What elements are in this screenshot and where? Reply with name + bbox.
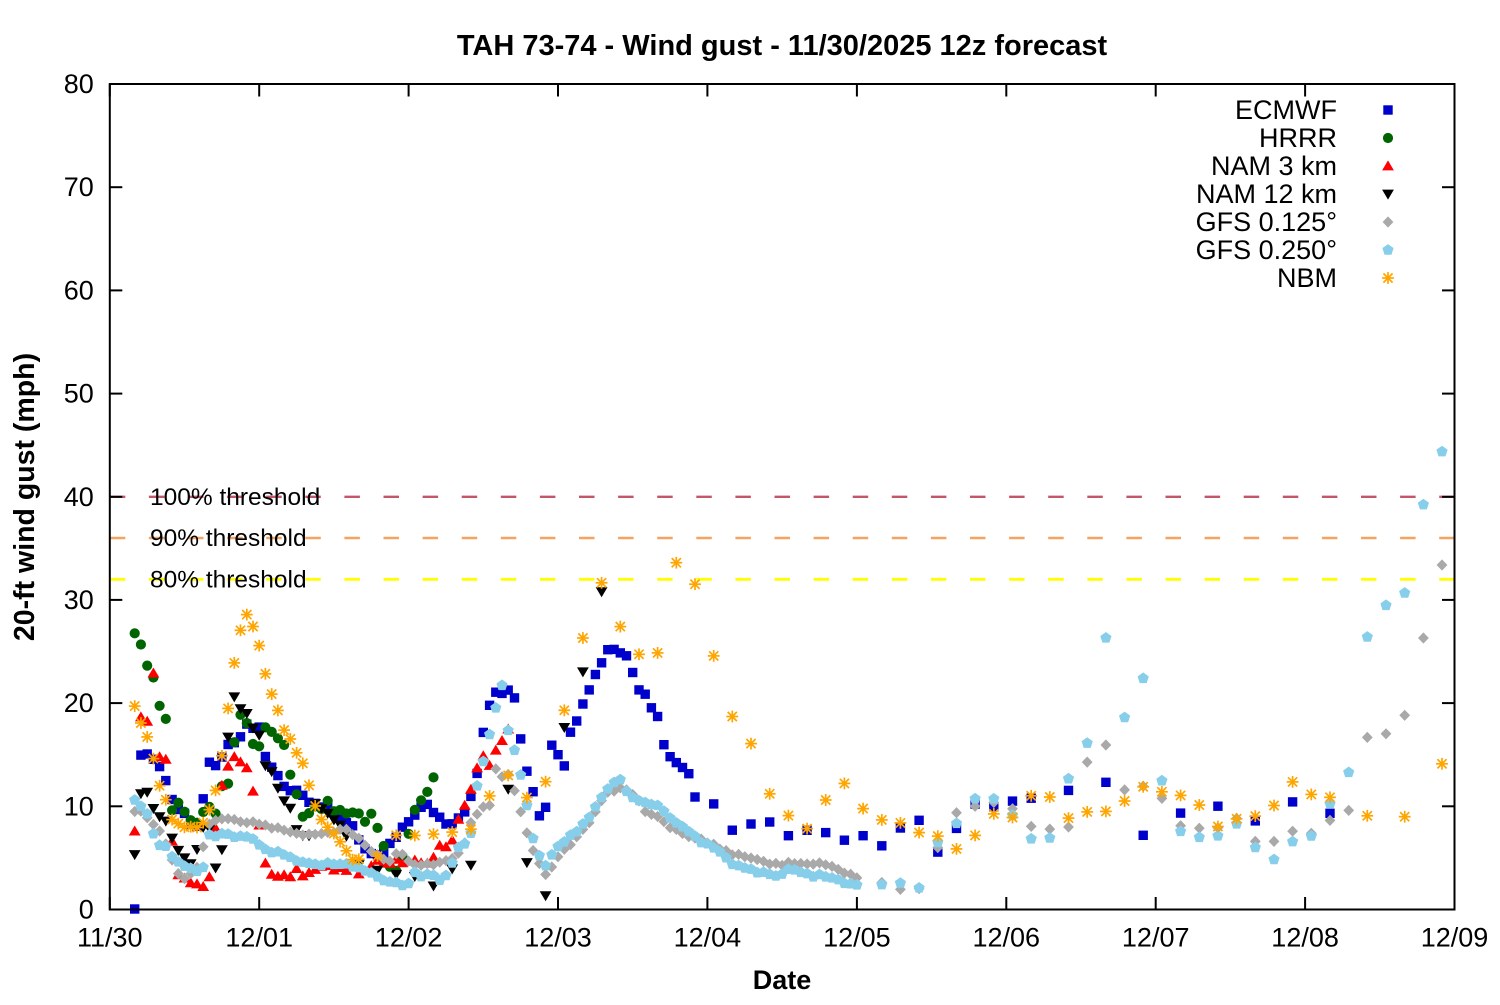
- svg-text:12/07: 12/07: [1122, 923, 1190, 953]
- svg-text:NAM 3 km: NAM 3 km: [1211, 151, 1337, 181]
- svg-text:Date: Date: [753, 965, 812, 995]
- svg-text:100% threshold: 100% threshold: [150, 484, 320, 511]
- svg-text:80: 80: [64, 69, 94, 99]
- svg-text:70: 70: [64, 172, 94, 202]
- svg-text:12/09: 12/09: [1421, 923, 1489, 953]
- svg-text:ECMWF: ECMWF: [1235, 95, 1337, 125]
- svg-text:80% threshold: 80% threshold: [150, 566, 307, 593]
- svg-text:12/03: 12/03: [524, 923, 592, 953]
- svg-text:60: 60: [64, 275, 94, 305]
- svg-text:20-ft wind gust (mph): 20-ft wind gust (mph): [9, 353, 41, 641]
- svg-text:40: 40: [64, 482, 94, 512]
- svg-text:90% threshold: 90% threshold: [150, 525, 307, 552]
- svg-text:TAH 73-74 - Wind gust - 11/30/: TAH 73-74 - Wind gust - 11/30/2025 12z f…: [457, 30, 1108, 62]
- svg-text:12/04: 12/04: [674, 923, 742, 953]
- svg-text:12/08: 12/08: [1271, 923, 1339, 953]
- svg-text:50: 50: [64, 379, 94, 409]
- svg-text:NBM: NBM: [1277, 263, 1337, 293]
- svg-text:GFS 0.250°: GFS 0.250°: [1196, 235, 1337, 265]
- svg-text:12/01: 12/01: [225, 923, 293, 953]
- svg-text:20: 20: [64, 688, 94, 718]
- svg-text:30: 30: [64, 585, 94, 615]
- svg-text:0: 0: [79, 895, 94, 925]
- svg-text:NAM 12 km: NAM 12 km: [1196, 179, 1337, 209]
- svg-text:11/30: 11/30: [77, 923, 143, 953]
- svg-text:12/06: 12/06: [973, 923, 1041, 953]
- svg-text:12/05: 12/05: [823, 923, 891, 953]
- svg-text:HRRR: HRRR: [1259, 123, 1337, 153]
- svg-text:10: 10: [64, 791, 94, 821]
- svg-text:GFS 0.125°: GFS 0.125°: [1196, 207, 1337, 237]
- svg-text:12/02: 12/02: [375, 923, 443, 953]
